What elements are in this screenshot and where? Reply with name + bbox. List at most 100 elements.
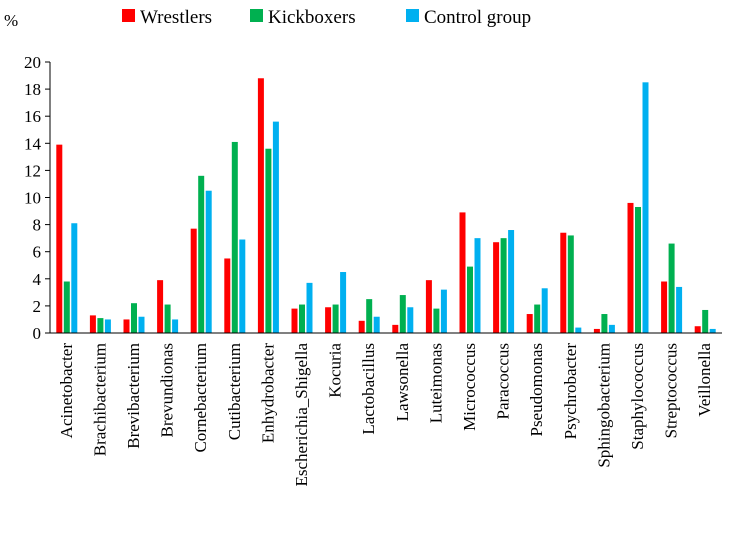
x-tick-label: Cutibacterium bbox=[225, 343, 244, 440]
x-tick-label: Pseudomonas bbox=[527, 343, 546, 437]
x-tick-label: Escherichia_Shigella bbox=[292, 343, 311, 487]
x-tick-label: Micrococcus bbox=[460, 343, 479, 431]
bar-kickboxers-brachibacterium bbox=[97, 318, 104, 333]
bar-wrestlers-pseudomonas bbox=[526, 314, 533, 333]
bar-kickboxers-cutibacterium bbox=[231, 141, 238, 333]
bar-control-group-cornebacterium bbox=[205, 190, 212, 333]
bar-control-group-psychrobacter bbox=[575, 327, 582, 333]
bar-control-group-paracoccus bbox=[508, 230, 515, 333]
bar-control-group-brachibacterium bbox=[104, 319, 111, 333]
bar-kickboxers-paracoccus bbox=[500, 238, 507, 333]
x-tick-label: Psychrobacter bbox=[561, 343, 580, 440]
y-tick-label: 16 bbox=[24, 107, 41, 126]
legend-label: Kickboxers bbox=[268, 7, 356, 28]
bar-wrestlers-acinetobacter bbox=[56, 144, 63, 333]
bar-control-group-staphylococcus bbox=[642, 82, 649, 333]
bar-control-group-enhydrobacter bbox=[272, 121, 279, 334]
bar-kickboxers-lactobacillus bbox=[366, 299, 373, 333]
x-tick-label: Cornebacterium bbox=[191, 343, 210, 453]
bar-kickboxers-lawsonella bbox=[399, 295, 406, 333]
legend: Wrestlers Kickboxers Control group bbox=[122, 7, 531, 28]
bar-wrestlers-brachibacterium bbox=[89, 315, 96, 333]
bar-control-group-brevundionas bbox=[172, 319, 179, 333]
bar-wrestlers-paracoccus bbox=[493, 242, 500, 333]
y-axis-unit-label: % bbox=[4, 11, 18, 30]
bar-kickboxers-sphingobacterium bbox=[601, 314, 608, 333]
y-tick-label: 18 bbox=[24, 80, 41, 99]
bar-kickboxers-acinetobacter bbox=[63, 281, 70, 333]
bar-kickboxers-micrococcus bbox=[467, 266, 473, 333]
bar-wrestlers-lawsonella bbox=[392, 324, 399, 333]
x-tick-label: Lawsonella bbox=[393, 343, 412, 422]
bar-kickboxers-pseudomonas bbox=[534, 304, 541, 333]
x-tick-label: Lactobacillus bbox=[359, 343, 378, 435]
bar-control-group-veillonella bbox=[709, 328, 716, 333]
bar-kickboxers-streptococcus bbox=[668, 243, 675, 333]
bar-control-group-luteimonas bbox=[440, 289, 447, 333]
bar-control-group-escherichia_shigella bbox=[306, 282, 313, 333]
bar-wrestlers-veillonella bbox=[694, 326, 701, 333]
legend-label: Control group bbox=[424, 7, 531, 28]
bar-wrestlers-kocuria bbox=[325, 307, 332, 333]
y-tick-label: 14 bbox=[24, 134, 42, 153]
bar-kickboxers-psychrobacter bbox=[567, 235, 574, 333]
bar-control-group-lactobacillus bbox=[373, 316, 380, 333]
y-axis: 0 2 4 6 8 10 12 14 16 18 20 bbox=[24, 53, 51, 343]
y-tick-label: 20 bbox=[24, 53, 41, 72]
bar-kickboxers-enhydrobacter bbox=[265, 148, 272, 333]
bar-wrestlers-luteimonas bbox=[425, 280, 432, 333]
bar-kickboxers-brevundionas bbox=[164, 304, 171, 333]
legend-swatch-control-group bbox=[406, 9, 419, 22]
bar-wrestlers-escherichia_shigella bbox=[291, 308, 298, 333]
bar-wrestlers-sphingobacterium bbox=[593, 328, 600, 333]
bar-wrestlers-enhydrobacter bbox=[257, 78, 264, 333]
bar-kickboxers-staphylococcus bbox=[635, 206, 641, 333]
bar-kickboxers-escherichia_shigella bbox=[299, 304, 305, 333]
bar-wrestlers-cornebacterium bbox=[190, 228, 197, 333]
x-tick-label: Enhydrobacter bbox=[258, 343, 277, 443]
bar-wrestlers-brevundionas bbox=[157, 280, 164, 333]
bar-kickboxers-luteimonas bbox=[433, 308, 440, 333]
bar-kickboxers-cornebacterium bbox=[198, 175, 205, 333]
y-tick-label: 8 bbox=[33, 216, 42, 235]
bar-kickboxers-brevibacterium bbox=[131, 303, 137, 333]
x-tick-label: Streptococcus bbox=[662, 343, 681, 438]
y-tick-label: 2 bbox=[33, 297, 42, 316]
x-tick-label: Veillonella bbox=[695, 343, 714, 417]
bar-wrestlers-lactobacillus bbox=[358, 320, 365, 333]
legend-swatch-wrestlers bbox=[122, 9, 135, 22]
bar-wrestlers-brevibacterium bbox=[123, 319, 130, 333]
x-tick-label: Luteimonas bbox=[426, 343, 445, 423]
bar-wrestlers-micrococcus bbox=[459, 212, 466, 333]
x-tick-label: Kocuria bbox=[326, 343, 345, 398]
bar-control-group-micrococcus bbox=[474, 238, 481, 333]
bar-wrestlers-cutibacterium bbox=[224, 258, 231, 333]
bar-wrestlers-psychrobacter bbox=[560, 232, 567, 333]
bar-control-group-acinetobacter bbox=[71, 223, 78, 333]
x-tick-label: Sphingobacterium bbox=[594, 343, 613, 468]
x-tick-label: Acinetobacter bbox=[57, 343, 76, 439]
bar-control-group-brevibacterium bbox=[138, 316, 145, 333]
bar-wrestlers-streptococcus bbox=[661, 281, 668, 333]
bar-control-group-sphingobacterium bbox=[608, 324, 615, 333]
bar-control-group-pseudomonas bbox=[541, 288, 548, 333]
x-tick-label: Staphylococcus bbox=[628, 343, 647, 450]
y-tick-label: 6 bbox=[33, 243, 42, 262]
legend-label: Wrestlers bbox=[140, 7, 212, 28]
bar-control-group-lawsonella bbox=[407, 307, 414, 333]
bar-kickboxers-veillonella bbox=[702, 309, 709, 333]
bar-kickboxers-kocuria bbox=[332, 304, 339, 333]
y-tick-label: 4 bbox=[33, 270, 42, 289]
bar-control-group-streptococcus bbox=[676, 286, 683, 333]
y-tick-label: 10 bbox=[24, 189, 41, 208]
x-tick-label: Brevibacterium bbox=[124, 343, 143, 449]
x-tick-label: Brevundionas bbox=[158, 343, 177, 437]
bar-control-group-kocuria bbox=[340, 272, 347, 333]
x-tick-label: Brachibacterium bbox=[90, 343, 109, 456]
bars bbox=[56, 78, 716, 334]
y-tick-label: 0 bbox=[33, 324, 42, 343]
x-tick-label: Paracoccus bbox=[494, 343, 513, 419]
bar-control-group-cutibacterium bbox=[239, 239, 246, 333]
bar-wrestlers-staphylococcus bbox=[627, 202, 634, 333]
